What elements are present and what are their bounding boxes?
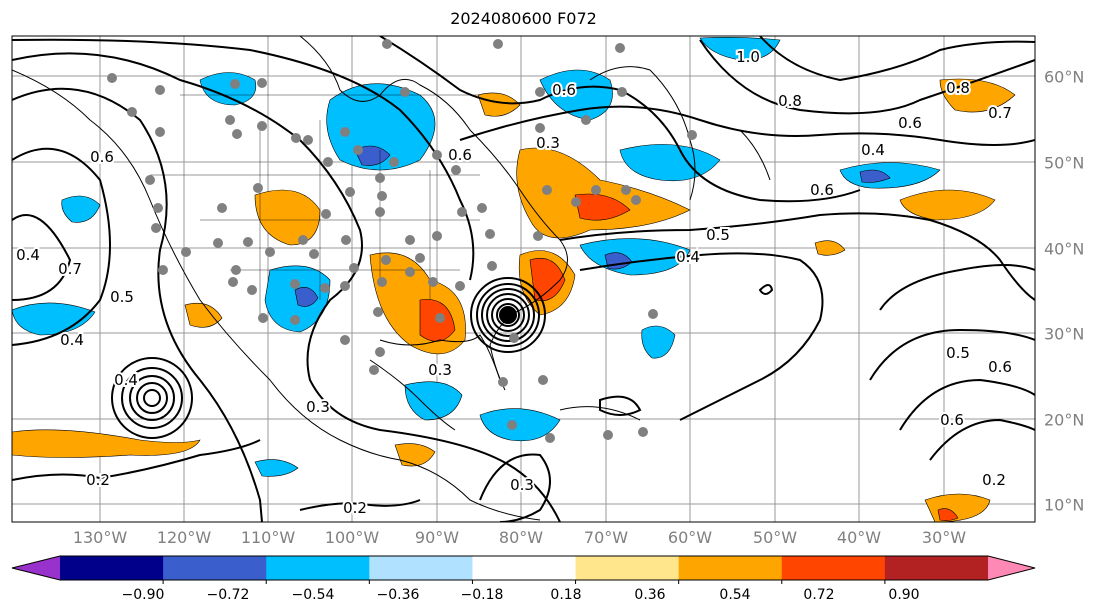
anomaly-blob-negative [479, 408, 561, 442]
colorbar-tick-label: 0.90 [888, 587, 920, 603]
contour-label: 0.3 [510, 476, 534, 494]
lat-label: 60°N [1044, 67, 1085, 87]
colorbar-tick-label: −0.54 [291, 587, 335, 603]
lon-label: 120°W [156, 528, 212, 547]
contour-label: 0.5 [946, 344, 970, 362]
anomaly-blob-positive [814, 240, 846, 256]
contour-label: 0.6 [90, 148, 114, 166]
anomaly-blob-negative [254, 459, 299, 477]
contour-labels: 0.2 0.2 0.2 0.3 0.3 0.3 0.3 0.4 0.4 0.4 … [14, 46, 1014, 519]
lon-label: 110°W [240, 528, 296, 547]
colorbar-tick-label: 0.36 [634, 587, 666, 603]
station-markers [107, 39, 697, 443]
contour-label: 0.6 [898, 114, 922, 132]
colorbar-tick-label: −0.90 [121, 587, 165, 603]
lat-label: 30°N [1044, 324, 1085, 344]
lat-label: 20°N [1044, 410, 1085, 430]
contour-label: 0.3 [536, 134, 560, 152]
anomaly-blob-strong-negative [294, 287, 319, 307]
colorbar-tick-label: −0.36 [376, 587, 420, 603]
map-frame [11, 35, 1036, 523]
anomaly-blob-negative [404, 381, 463, 421]
map-title: 2024080600 F072 [450, 9, 597, 28]
contour-label: 0.6 [988, 358, 1012, 376]
contour-label: 0.8 [778, 92, 802, 110]
anomaly-blob-positive [254, 189, 321, 246]
contour-label: 0.6 [810, 181, 834, 199]
contour-label: 0.5 [706, 226, 730, 244]
colorbar-tick-label: 0.18 [550, 587, 582, 603]
anomaly-blob-positive [477, 92, 521, 117]
lat-label: 50°N [1044, 153, 1085, 173]
contour-label: 0.4 [114, 371, 138, 389]
lon-label: 90°W [414, 528, 460, 547]
contour-label: 0.3 [428, 361, 452, 379]
colorbar-tick-label: 0.72 [803, 587, 835, 603]
contour-label: 0.4 [861, 141, 885, 159]
anomaly-blob-strong-positive [937, 508, 959, 521]
contour-label: 0.2 [86, 471, 110, 489]
contour-label: 0.4 [60, 331, 84, 349]
anomaly-blob-positive [899, 189, 996, 221]
anomaly-blob-positive [394, 443, 436, 467]
contour-label: 0.4 [676, 248, 700, 266]
anomaly-blob-positive [516, 147, 691, 239]
lat-label: 40°N [1044, 239, 1085, 259]
colorbar-tick-label: 0.54 [719, 587, 751, 603]
lon-label: 100°W [324, 528, 380, 547]
anomaly-blob-positive [184, 302, 223, 328]
anomaly-blob-negative [199, 72, 257, 106]
colorbar-tick-label: −0.72 [206, 587, 250, 603]
anomaly-blob-negative [12, 302, 96, 336]
shaded-anomalies [12, 37, 1016, 522]
anomaly-blob-negative [641, 325, 676, 359]
contour-label: 0.4 [16, 246, 40, 264]
lon-label: 50°W [752, 528, 798, 547]
lon-label: 40°W [836, 528, 882, 547]
anomaly-blob-strong-negative [859, 169, 891, 183]
contour-label: 0.2 [982, 471, 1006, 489]
anomaly-blob-strong-negative [354, 145, 391, 166]
lon-label: 70°W [583, 528, 629, 547]
contour-label: 0.6 [552, 81, 576, 99]
contour-lines [12, 36, 1035, 522]
contour-label: 0.6 [940, 411, 964, 429]
contour-label: 0.7 [988, 104, 1012, 122]
contour-label: 0.5 [110, 288, 134, 306]
anomaly-blob-negative [699, 37, 781, 61]
lon-label: 60°W [667, 528, 713, 547]
contour-label: 0.6 [448, 146, 472, 164]
colorbar-tick-label: −0.18 [460, 587, 504, 603]
contour-label: 0.2 [343, 499, 367, 517]
contour-label: 1.0 [736, 48, 760, 66]
lon-label: 130°W [72, 528, 128, 547]
anomaly-blob-positive [12, 429, 201, 458]
lat-label: 10°N [1044, 495, 1085, 515]
anomaly-blob-negative [61, 195, 101, 223]
contour-label: 0.8 [946, 79, 970, 97]
contour-label: 0.7 [58, 260, 82, 278]
lon-label: 80°W [498, 528, 544, 547]
contour-label: 0.3 [306, 398, 330, 416]
lon-label: 30°W [921, 528, 967, 547]
